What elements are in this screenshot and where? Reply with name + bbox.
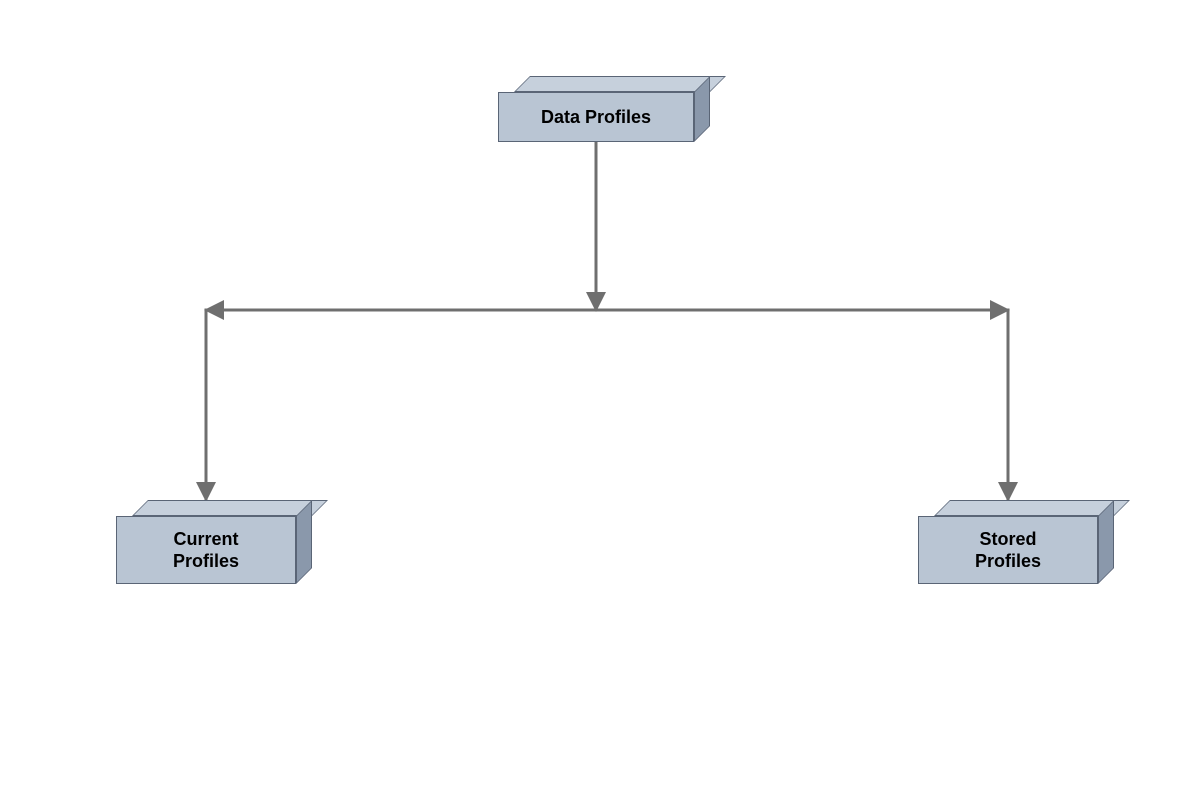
node-right-face (1098, 500, 1114, 584)
node-current-profiles: Current Profiles (116, 516, 312, 600)
node-stored-profiles: Stored Profiles (918, 516, 1114, 600)
node-label: Current Profiles (116, 516, 296, 584)
diagram-canvas: Data Profiles Current Profiles Stored Pr… (0, 0, 1200, 800)
node-top-face (514, 76, 726, 92)
node-label: Data Profiles (498, 92, 694, 142)
node-right-face (296, 500, 312, 584)
node-data-profiles: Data Profiles (498, 92, 710, 158)
node-label: Stored Profiles (918, 516, 1098, 584)
